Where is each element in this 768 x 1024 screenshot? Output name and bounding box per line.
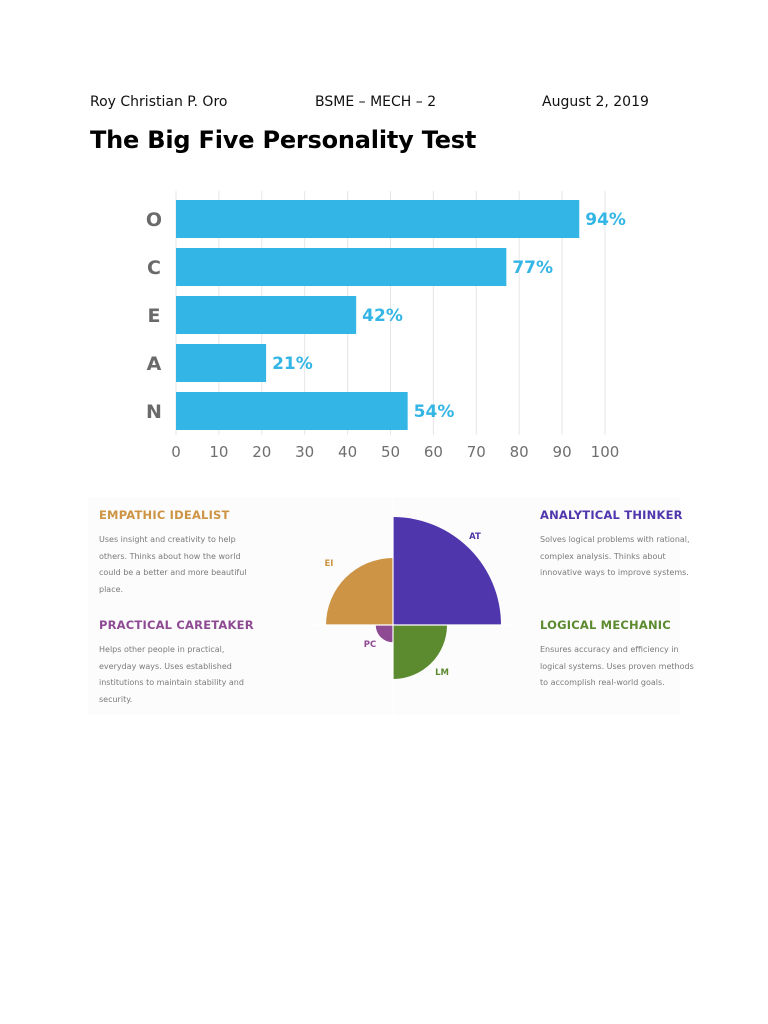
- x-tick-label: 90: [553, 443, 572, 461]
- personality-quadrant-chart: AT EI PC LM: [313, 497, 513, 715]
- bar: [176, 296, 357, 334]
- quadrant-wedge-pc: [375, 625, 393, 643]
- category-label: O: [146, 209, 162, 231]
- quadrant-label: AT: [469, 532, 481, 542]
- bar-value-label: 21%: [272, 354, 313, 374]
- document-header: Roy Christian P. Oro BSME – MECH – 2 Aug…: [0, 92, 768, 116]
- x-tick-label: 10: [209, 443, 228, 461]
- type-description: Helps other people in practical, everyda…: [99, 645, 244, 704]
- category-label: A: [147, 353, 162, 375]
- ocean-bar-chart: 0 10 20 30 40 50 60 70 80 90 100 O 94% C 77% E 42% A 21% N 5…: [146, 191, 626, 461]
- x-tick-label: 80: [510, 443, 529, 461]
- quadrant-wedge-lm: [393, 625, 447, 679]
- x-tick-label: 40: [338, 443, 357, 461]
- x-tick-label: 60: [424, 443, 443, 461]
- quadrant-label: PC: [364, 640, 376, 650]
- category-label: E: [148, 305, 161, 327]
- x-tick-label: 20: [252, 443, 271, 461]
- type-block-empathic-idealist: EMPATHIC IDEALIST Uses insight and creat…: [99, 508, 259, 598]
- quadrant-label: EI: [325, 559, 334, 569]
- x-tick-label: 100: [591, 443, 620, 461]
- x-tick-label: 70: [467, 443, 486, 461]
- type-name: PRACTICAL CARETAKER: [99, 618, 254, 632]
- type-name: LOGICAL MECHANIC: [540, 618, 671, 632]
- type-description: Ensures accuracy and efficiency in logic…: [540, 645, 694, 687]
- course-section: BSME – MECH – 2: [315, 94, 437, 110]
- x-tick-label: 50: [381, 443, 400, 461]
- type-description: Uses insight and creativity to help othe…: [99, 535, 247, 594]
- quadrant-wedge-ei: [326, 558, 393, 625]
- document-date: August 2, 2019: [542, 94, 649, 110]
- personality-types-panel: EMPATHIC IDEALIST Uses insight and creat…: [88, 497, 694, 715]
- quadrant-label: LM: [435, 668, 449, 678]
- author-name: Roy Christian P. Oro: [90, 94, 228, 110]
- x-tick-label: 0: [171, 443, 181, 461]
- quadrant-wedge-at: [393, 517, 501, 625]
- page-title: The Big Five Personality Test: [90, 126, 477, 154]
- bar: [176, 200, 580, 238]
- bar-value-label: 54%: [414, 402, 455, 422]
- type-block-practical-caretaker: PRACTICAL CARETAKER Helps other people i…: [99, 618, 259, 708]
- type-name: EMPATHIC IDEALIST: [99, 508, 230, 522]
- bar: [176, 248, 507, 286]
- category-label: C: [147, 257, 161, 279]
- bar: [176, 392, 408, 430]
- type-block-analytical-thinker: ANALYTICAL THINKER Solves logical proble…: [540, 508, 700, 582]
- type-description: Solves logical problems with rational, c…: [540, 535, 690, 577]
- type-name: ANALYTICAL THINKER: [540, 508, 683, 522]
- bar-value-label: 77%: [512, 258, 553, 278]
- x-tick-label: 30: [295, 443, 314, 461]
- type-block-logical-mechanic: LOGICAL MECHANIC Ensures accuracy and ef…: [540, 618, 700, 692]
- category-label: N: [146, 401, 162, 423]
- bar-value-label: 94%: [585, 210, 626, 230]
- bar: [176, 344, 267, 382]
- bar-value-label: 42%: [362, 306, 403, 326]
